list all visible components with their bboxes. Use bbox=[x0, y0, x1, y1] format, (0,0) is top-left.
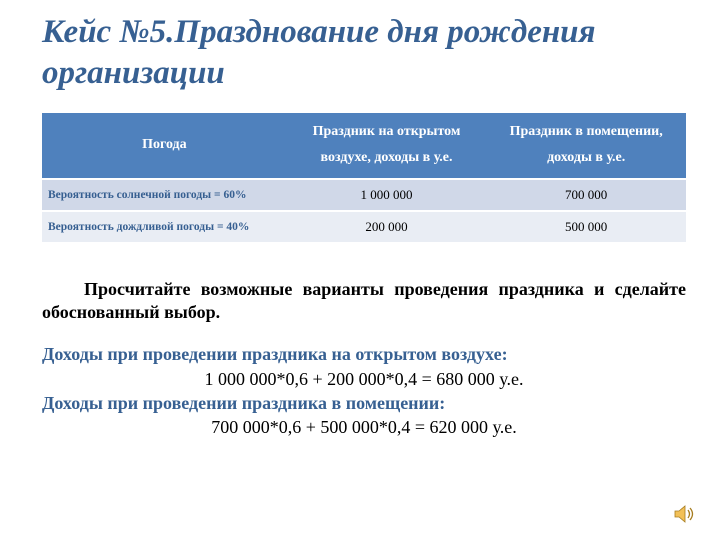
instruction-text: Просчитайте возможные варианты проведени… bbox=[42, 278, 686, 325]
slide: Кейс №5.Празднование дня рождения органи… bbox=[0, 0, 720, 540]
cell-indoor: 500 000 bbox=[486, 211, 686, 243]
slide-title: Кейс №5.Празднование дня рождения органи… bbox=[42, 12, 686, 95]
table-header-row: Погода Праздник на открытом воздухе, дох… bbox=[42, 113, 686, 179]
calc-formula-indoor: 700 000*0,6 + 500 000*0,4 = 620 000 у.е. bbox=[42, 415, 686, 439]
calculation-block: Доходы при проведении праздника на откры… bbox=[42, 342, 686, 439]
col-indoor: Праздник в помещении, доходы в у.е. bbox=[486, 113, 686, 179]
table-row: Вероятность солнечной погоды = 60% 1 000… bbox=[42, 179, 686, 211]
col-outdoor: Праздник на открытом воздухе, доходы в у… bbox=[287, 113, 487, 179]
cell-outdoor: 200 000 bbox=[287, 211, 487, 243]
speaker-icon[interactable] bbox=[674, 504, 696, 524]
row-label: Вероятность солнечной погоды = 60% bbox=[42, 179, 287, 211]
row-label: Вероятность дождливой погоды = 40% bbox=[42, 211, 287, 243]
cell-outdoor: 1 000 000 bbox=[287, 179, 487, 211]
cell-indoor: 700 000 bbox=[486, 179, 686, 211]
table-row: Вероятность дождливой погоды = 40% 200 0… bbox=[42, 211, 686, 243]
calc-heading-outdoor: Доходы при проведении праздника на откры… bbox=[42, 342, 686, 366]
calc-formula-outdoor: 1 000 000*0,6 + 200 000*0,4 = 680 000 у.… bbox=[42, 367, 686, 391]
calc-heading-indoor: Доходы при проведении праздника в помеще… bbox=[42, 391, 686, 415]
col-weather: Погода bbox=[42, 113, 287, 179]
income-table: Погода Праздник на открытом воздухе, дох… bbox=[42, 113, 686, 244]
